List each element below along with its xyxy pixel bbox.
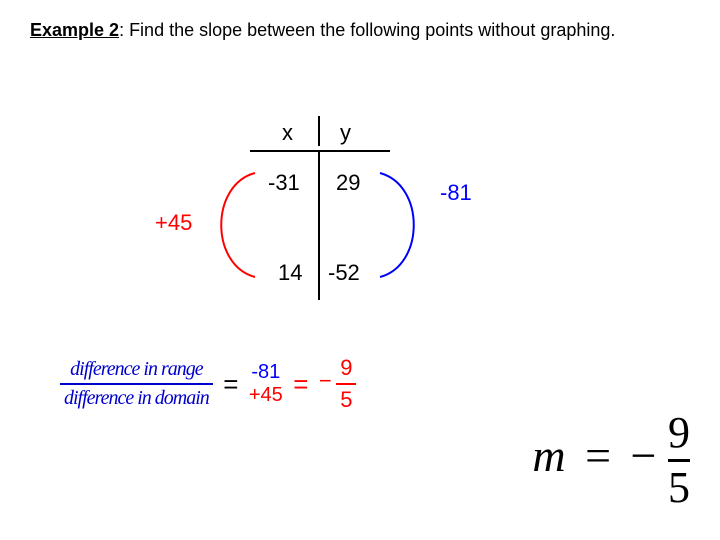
slope-formula: difference in range difference in domain… [60, 355, 440, 435]
numeric-fraction: -81 +45 [249, 361, 283, 407]
table-divider [318, 150, 320, 300]
table-rule [250, 150, 390, 152]
simplified-fraction: 9 5 [336, 355, 356, 413]
x-diff-label: +45 [155, 210, 192, 236]
x-diff-arc [200, 165, 270, 285]
final-eq: = [577, 430, 619, 481]
equals-1: = [217, 369, 244, 399]
simplified-sign: − [319, 368, 332, 393]
col-header-x: x [282, 120, 293, 146]
word-fraction: difference in range difference in domain [60, 358, 213, 410]
simplified-num: 9 [336, 355, 356, 381]
equals-2: = [287, 369, 314, 399]
final-answer: m = − 9 5 [532, 411, 690, 510]
numeric-frac-den: +45 [249, 384, 283, 406]
example-text: : Find the slope between the following p… [119, 20, 615, 40]
example-title: Example 2: Find the slope between the fo… [30, 20, 615, 41]
cell-x2: 14 [278, 260, 302, 286]
cell-y1: 29 [336, 170, 360, 196]
final-lhs: m [532, 430, 565, 481]
final-den: 5 [668, 466, 690, 510]
example-label: Example 2 [30, 20, 119, 40]
simplified-den: 5 [336, 387, 356, 413]
final-num: 9 [668, 411, 690, 455]
final-fraction: 9 5 [668, 411, 690, 510]
word-frac-den: difference in domain [60, 387, 213, 410]
cell-x1: -31 [268, 170, 300, 196]
final-neg: − [631, 430, 657, 481]
table-divider-top [318, 116, 320, 146]
y-diff-arc [370, 165, 440, 285]
cell-y2: -52 [328, 260, 360, 286]
col-header-y: y [340, 120, 351, 146]
word-frac-num: difference in range [60, 358, 213, 381]
y-diff-label: -81 [440, 180, 472, 206]
numeric-frac-num: -81 [251, 361, 280, 383]
